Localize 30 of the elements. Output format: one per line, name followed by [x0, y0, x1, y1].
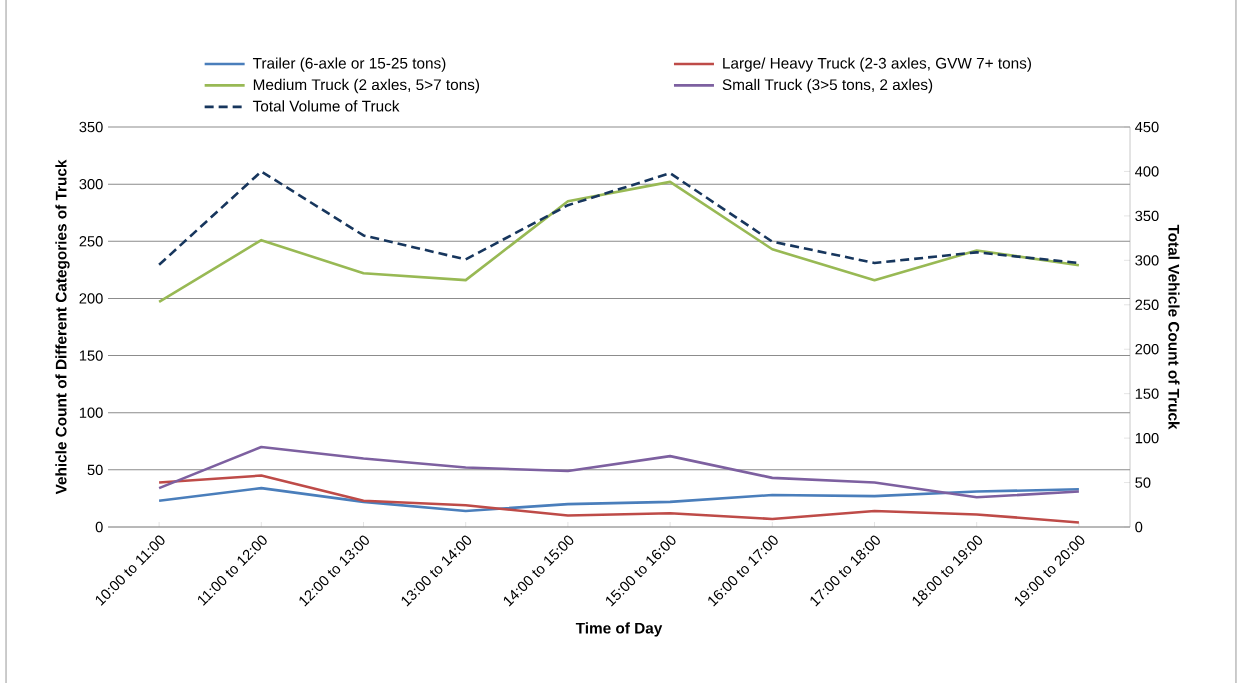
- y-tick-label: 250: [79, 236, 103, 247]
- line-series: [157, 474, 1081, 524]
- x-axis-title: Time of Day: [575, 622, 663, 637]
- y2-tick-label: 0: [1135, 521, 1143, 533]
- y-tick-label: 300: [79, 178, 103, 190]
- line-series: [157, 180, 1081, 304]
- y2-tick-label: 400: [1135, 166, 1159, 177]
- y2-tick-label: 200: [1135, 344, 1159, 355]
- legend-label: Medium Truck (2 axles, 5>7 tons): [253, 78, 480, 94]
- y-tick-label: 150: [79, 350, 103, 361]
- y-tick-label: 200: [79, 293, 103, 304]
- line-series: [157, 445, 1081, 499]
- legend-label: Total Volume of Truck: [252, 100, 400, 112]
- y2-axis-title: Total Vehicle Count of Truck: [1168, 224, 1180, 430]
- y2-tick-label: 300: [1135, 255, 1159, 266]
- y2-tick-label: 250: [1135, 299, 1159, 310]
- legend-label: Large/ Heavy Truck (2-3 axles, GVW 7+ tons): [723, 57, 1031, 72]
- line-series: [157, 486, 1081, 513]
- legend-label: Trailer (6-axle or 15-25 tons): [252, 57, 446, 72]
- y-tick-label: 50: [87, 464, 103, 476]
- y2-tick-label: 100: [1135, 432, 1159, 444]
- y2-tick-label: 450: [1135, 121, 1159, 133]
- y2-tick-label: 50: [1135, 477, 1151, 488]
- y2-tick-label: 150: [1135, 388, 1159, 399]
- y-axis-title: Vehicle Count of Different Categories of Truck: [55, 159, 70, 495]
- y-tick-label: 0: [95, 521, 103, 533]
- y2-tick-label: 350: [1135, 210, 1159, 222]
- y-tick-label: 100: [79, 407, 103, 418]
- y-tick-label: 350: [79, 121, 103, 133]
- legend-label: Small Truck (3>5 tons, 2 axles): [722, 78, 933, 94]
